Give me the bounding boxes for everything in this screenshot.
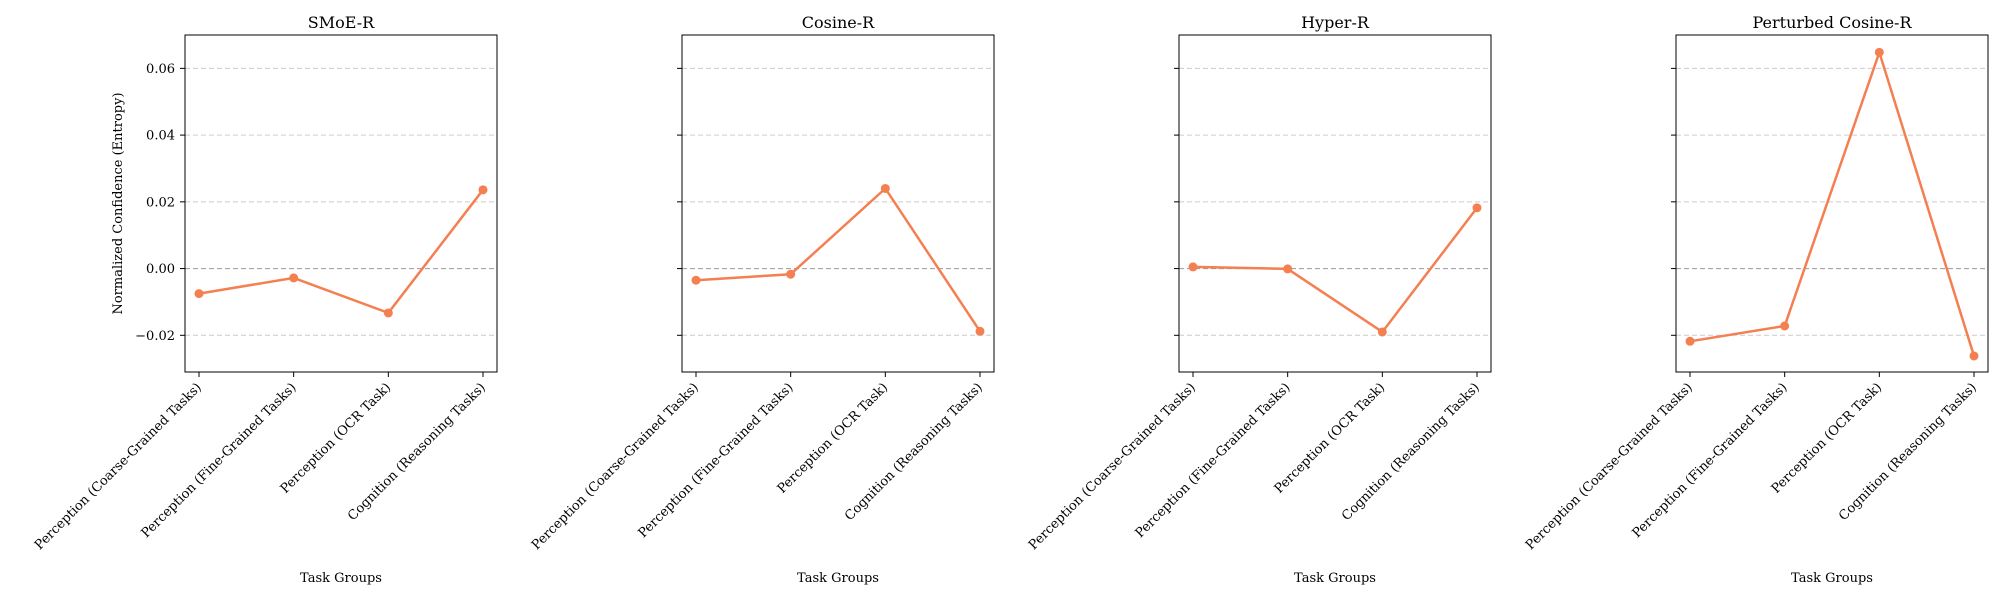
- x-axis-label-2: Task Groups: [797, 571, 879, 586]
- x-tick-label-3-1: Perception (Coarse-Grained Tasks): [1026, 380, 1199, 553]
- panel-title-1: SMoE-R: [308, 13, 375, 32]
- plot-frame-1: [184, 34, 498, 373]
- x-tick-label-4-1: Perception (Coarse-Grained Tasks): [1523, 380, 1696, 553]
- data-point-3-4: [1472, 203, 1482, 213]
- data-point-2-1: [691, 275, 701, 285]
- series-line-2: [695, 186, 982, 332]
- y-tick-label-1-2: 0.00: [146, 262, 175, 277]
- data-point-1-1: [194, 289, 204, 299]
- y-tick-label-1-4: 0.04: [146, 129, 175, 144]
- x-axis-label-3: Task Groups: [1294, 571, 1376, 586]
- data-point-1-4: [478, 185, 488, 195]
- data-point-4-3: [1874, 47, 1884, 57]
- x-axis-label-4: Task Groups: [1791, 571, 1873, 586]
- data-point-2-3: [880, 183, 890, 193]
- x-tick-label-4-2: Perception (Fine-Grained Tasks): [1630, 380, 1791, 541]
- x-tick-label-4-3: Perception (OCR Task): [1769, 380, 1885, 496]
- data-point-4-1: [1685, 336, 1695, 346]
- panel-title-2: Cosine-R: [802, 13, 875, 32]
- data-point-2-4: [975, 326, 985, 336]
- x-tick-label-2-1: Perception (Coarse-Grained Tasks): [529, 380, 702, 553]
- x-tick-label-1-1: Perception (Coarse-Grained Tasks): [32, 380, 205, 553]
- series-line-3: [1192, 207, 1478, 334]
- data-point-3-3: [1377, 327, 1387, 337]
- y-tick-label-1-1: −0.02: [135, 329, 175, 344]
- data-point-1-3: [383, 308, 393, 318]
- x-tick-label-2-2: Perception (Fine-Grained Tasks): [636, 380, 797, 541]
- y-tick-label-1-5: 0.06: [146, 62, 175, 77]
- panel-title-3: Hyper-R: [1301, 13, 1370, 32]
- data-point-4-2: [1780, 321, 1790, 331]
- x-tick-label-3-2: Perception (Fine-Grained Tasks): [1133, 380, 1294, 541]
- data-point-1-2: [289, 273, 299, 283]
- series-line-1: [198, 189, 484, 315]
- data-point-4-4: [1969, 351, 1979, 361]
- plot-frame-3: [1178, 34, 1492, 373]
- data-point-3-2: [1283, 264, 1293, 274]
- y-tick-label-1-3: 0.02: [146, 195, 175, 210]
- x-tick-label-3-3: Perception (OCR Task): [1272, 380, 1388, 496]
- data-point-2-2: [786, 269, 796, 279]
- plot-frame-4: [1675, 34, 1989, 373]
- series-line-4: [1689, 48, 1976, 357]
- x-axis-label-1: Task Groups: [300, 571, 382, 586]
- data-point-3-1: [1188, 262, 1198, 272]
- x-tick-label-2-3: Perception (OCR Task): [775, 380, 891, 496]
- panel-title-4: Perturbed Cosine-R: [1752, 13, 1912, 32]
- x-tick-label-1-3: Perception (OCR Task): [278, 380, 394, 496]
- plot-frame-2: [681, 34, 995, 373]
- x-tick-label-1-2: Perception (Fine-Grained Tasks): [139, 380, 300, 541]
- y-axis-label: Normalized Confidence (Entropy): [111, 92, 126, 314]
